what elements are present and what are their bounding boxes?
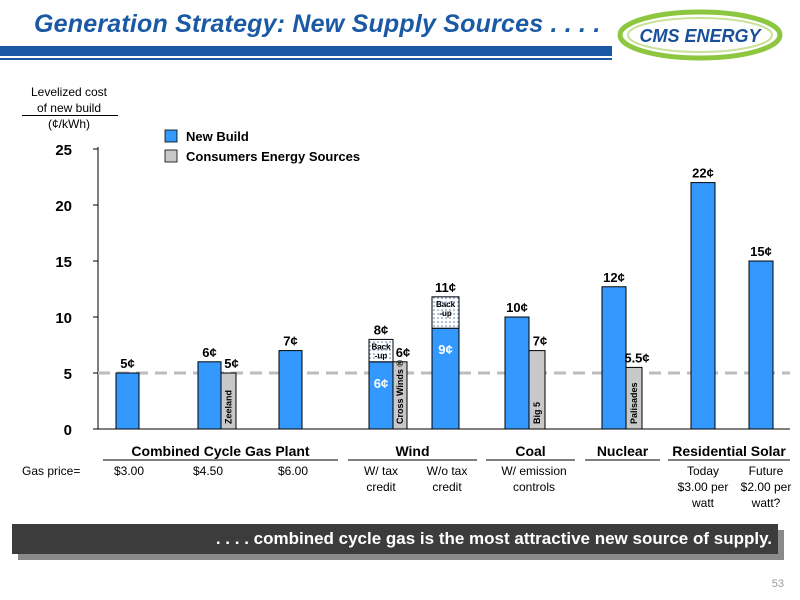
cost-bar-chart: 0 5 10 15 20 25 New Build Consumers Energy Sour…	[22, 129, 792, 510]
solar-sub-label: watt?	[751, 496, 781, 510]
y-tick-label: 25	[55, 142, 72, 159]
bar	[197, 361, 222, 430]
bar	[504, 316, 530, 430]
y-tick-label: 20	[55, 198, 72, 215]
bar	[115, 372, 140, 430]
page-number: 53	[771, 578, 784, 590]
bar-backup-segment	[431, 296, 460, 329]
legend-label: New Build	[186, 129, 249, 144]
group-label: Nuclear	[597, 443, 649, 459]
logo-swoosh-inner	[627, 17, 773, 53]
bar-inner-label: Big 5	[532, 402, 542, 424]
bar-inner-value-label: 9¢	[438, 342, 452, 357]
bar	[431, 327, 460, 430]
bar-backup-label: -up	[375, 351, 388, 360]
bar	[528, 350, 546, 430]
bar-backup-label: Back	[371, 342, 391, 351]
group-label: Residential Solar	[672, 443, 786, 459]
coal-sub-label: W/ emission	[501, 464, 566, 478]
slide-title: Generation Strategy: New Supply Sources …	[34, 10, 601, 38]
bar-value-label: 15¢	[750, 244, 772, 259]
solar-sub-label: watt	[691, 496, 715, 510]
solar-sub-label: $2.00 per	[741, 480, 792, 494]
logo-text: CMS ENERGY	[639, 26, 762, 46]
legend-swatch	[164, 149, 178, 163]
group-label: Wind	[395, 443, 429, 459]
bar	[278, 350, 303, 430]
title-rule	[0, 46, 612, 56]
y-axis-label-line: (¢/kWh)	[48, 117, 90, 131]
wind-sub-label: W/ tax	[364, 464, 398, 478]
y-tick-label: 0	[64, 422, 72, 439]
y-tick-label: 15	[55, 254, 72, 271]
bar-inner-label: Zeeland	[224, 390, 234, 424]
y-axis-label-line: of new build	[36, 101, 102, 115]
gas-price-label: $3.00	[114, 464, 144, 478]
bar	[601, 286, 627, 430]
bar-value-label: 5.5¢	[624, 350, 649, 365]
y-tick-label: 5	[64, 366, 72, 383]
bar-inner-label: Palisades	[629, 382, 639, 424]
footer-banner: . . . . combined cycle gas is the most a…	[12, 524, 778, 554]
bar-backup-segment	[368, 338, 394, 363]
bar-value-label: 10¢	[506, 300, 528, 315]
group-label: Combined Cycle Gas Plant	[131, 443, 309, 459]
group-label: Coal	[515, 443, 545, 459]
bar-value-label: 5¢	[224, 356, 238, 371]
bar-backup-label: -up	[439, 309, 452, 318]
bar-value-label: 11¢	[435, 280, 456, 295]
bar-value-label: 6¢	[396, 345, 410, 360]
bar	[220, 372, 237, 430]
cms-energy-logo: CMS ENERGY	[617, 9, 783, 61]
wind-sub-label: credit	[366, 480, 396, 494]
y-axis-label: Levelized cost of new build (¢/kWh)	[20, 84, 118, 132]
solar-sub-label: $3.00 per	[678, 480, 729, 494]
bar-value-label: 12¢	[603, 270, 625, 285]
y-axis-label-line: Levelized cost	[30, 85, 108, 99]
bar-inner-label: Cross Winds ®	[395, 360, 405, 424]
y-tick-label: 10	[55, 310, 72, 327]
bar-value-label: 7¢	[283, 334, 297, 349]
gas-price-label: $4.50	[193, 464, 223, 478]
bar-value-label: 6¢	[202, 345, 216, 360]
wind-sub-label: credit	[432, 480, 462, 494]
bar	[368, 361, 394, 430]
bar	[625, 366, 643, 430]
bar-value-label: 22¢	[692, 166, 714, 181]
solar-sub-label: Future	[749, 464, 784, 478]
bar-value-label: 8¢	[374, 322, 388, 337]
gas-price-prefix: Gas price=	[22, 464, 80, 478]
bar	[748, 260, 774, 430]
bar-value-label: 5¢	[120, 356, 134, 371]
bar-value-label: 7¢	[533, 334, 547, 349]
coal-sub-label: controls	[513, 480, 555, 494]
gas-price-label: $6.00	[278, 464, 308, 478]
title-rule-thin	[0, 58, 612, 60]
logo-swoosh-outer	[617, 9, 783, 61]
bar-inner-value-label: 6¢	[374, 376, 388, 391]
legend-label: Consumers Energy Sources	[186, 149, 360, 164]
bar	[690, 182, 716, 430]
y-axis-label-rule	[22, 115, 118, 116]
wind-sub-label: W/o tax	[427, 464, 468, 478]
solar-sub-label: Today	[687, 464, 719, 478]
bar	[392, 361, 408, 430]
legend-swatch	[164, 129, 178, 143]
bar-backup-label: Back	[436, 300, 456, 309]
